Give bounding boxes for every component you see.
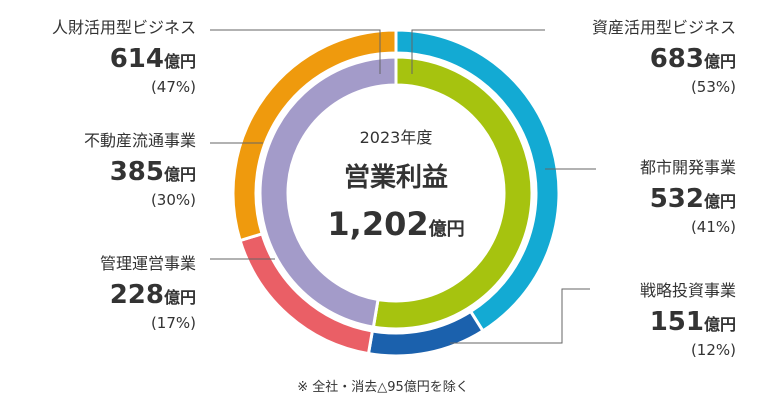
- label-kanri-number: 228: [109, 280, 164, 310]
- inner-slice-1: [258, 55, 398, 329]
- label-shisan-unit: 億円: [703, 52, 736, 71]
- label-jinzai-unit: 億円: [163, 52, 196, 71]
- label-jinzai-value: 614億円: [52, 46, 196, 72]
- label-toshi-unit: 億円: [703, 192, 736, 211]
- leader-senryaku: [450, 288, 590, 344]
- leader-shisan: [411, 29, 545, 74]
- label-shisan-name: 資産活用型ビジネス: [591, 18, 736, 37]
- footnote: ※ 全社・消去△95億円を除く: [297, 380, 469, 395]
- label-kanri-name: 管理運営事業: [99, 254, 196, 273]
- label-senryaku-percent: (12%): [690, 341, 736, 359]
- label-toshi-value: 532億円: [640, 186, 736, 212]
- leader-jinzai: [210, 29, 381, 74]
- label-fudosan-unit: 億円: [163, 165, 196, 184]
- leader-lines: [210, 29, 596, 344]
- center-title: 営業利益: [343, 163, 448, 193]
- label-shisan-number: 683: [649, 44, 704, 74]
- label-shisan-value: 683億円: [592, 46, 736, 72]
- label-senryaku-unit: 億円: [703, 315, 736, 334]
- label-senryaku-number: 151: [649, 307, 704, 337]
- label-kanri-percent: (17%): [150, 314, 196, 332]
- label-fudosan-percent: (30%): [150, 191, 196, 209]
- label-shisan: 資産活用型ビジネス 683億円 (53%): [592, 20, 736, 95]
- label-jinzai-name: 人財活用型ビジネス: [51, 18, 196, 37]
- label-fudosan-name: 不動産流通事業: [83, 131, 196, 150]
- label-kanri-unit: 億円: [163, 288, 196, 307]
- label-jinzai-number: 614: [109, 44, 164, 74]
- label-fudosan-value: 385億円: [84, 159, 196, 185]
- label-toshi-number: 532: [649, 184, 704, 214]
- inner-ring: [258, 55, 534, 331]
- label-toshi: 都市開発事業 532億円 (41%): [640, 160, 736, 235]
- center-total: 1,202億円: [296, 208, 496, 240]
- label-toshi-name: 都市開発事業: [639, 158, 736, 177]
- center-total-value: 1,202: [327, 205, 429, 243]
- center-year: 2023年度: [359, 128, 433, 147]
- center-total-unit: 億円: [428, 219, 465, 240]
- label-shisan-percent: (53%): [690, 78, 736, 96]
- label-kanri-value: 228億円: [100, 282, 196, 308]
- label-senryaku: 戦略投資事業 151億円 (12%): [640, 283, 736, 358]
- label-kanri: 管理運営事業 228億円 (17%): [100, 256, 196, 331]
- label-toshi-percent: (41%): [690, 218, 736, 236]
- label-senryaku-value: 151億円: [640, 309, 736, 335]
- label-fudosan-number: 385: [109, 157, 164, 187]
- label-senryaku-name: 戦略投資事業: [639, 281, 736, 300]
- label-jinzai-percent: (47%): [150, 78, 196, 96]
- inner-slice-0: [371, 55, 534, 331]
- label-fudosan: 不動産流通事業 385億円 (30%): [84, 133, 196, 208]
- label-jinzai: 人財活用型ビジネス 614億円 (47%): [52, 20, 196, 95]
